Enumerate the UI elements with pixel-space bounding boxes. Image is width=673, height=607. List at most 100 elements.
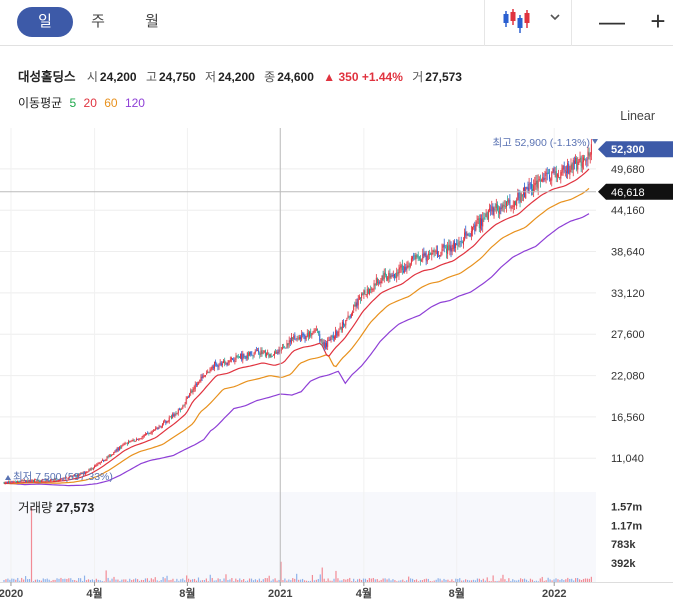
candle-body [356, 302, 358, 307]
ma-20[interactable]: 20 [83, 96, 97, 110]
volume-bar [453, 581, 455, 582]
candle-body [341, 321, 343, 331]
tab-daily[interactable]: 일 [17, 7, 73, 37]
high-label: 고 [145, 70, 157, 84]
max-price-annotation: 최고 52,900 (-1.13%) [492, 137, 590, 149]
candle-body [157, 428, 159, 430]
candle-body [576, 157, 578, 170]
volume-bar [527, 581, 530, 582]
candle-body [139, 438, 141, 440]
volume-bar [213, 580, 215, 582]
candle-body [352, 311, 354, 315]
candle-body [72, 475, 74, 477]
candle-body [25, 480, 27, 482]
candle-body [343, 322, 345, 325]
candle-body [240, 353, 242, 359]
volume-bar [388, 578, 390, 582]
candle-body [184, 403, 186, 406]
volume-bar [252, 580, 255, 582]
ma-60[interactable]: 60 [104, 96, 118, 110]
volume-tick-label: 1.57m [611, 501, 642, 513]
volume-bar [127, 581, 129, 582]
candle-body [520, 193, 522, 203]
candle-body [573, 160, 575, 165]
zoom-in-button[interactable]: + [650, 6, 666, 36]
volume-bar [85, 580, 88, 582]
volume-bar [370, 578, 372, 582]
candle-body [386, 275, 388, 280]
volume-bar [195, 580, 198, 582]
candle-body [376, 278, 378, 284]
price-axis: 49,680 44,160 38,640 33,120 27,600 22,080 16,5… [611, 164, 645, 465]
crosshair-price-label: 46,618 [611, 187, 645, 199]
candle-body [46, 479, 48, 481]
candle-body [438, 256, 440, 257]
candle-body [362, 293, 364, 295]
volume-bar [298, 579, 300, 582]
ma-5[interactable]: 5 [69, 96, 77, 110]
candle-body [175, 413, 177, 415]
volume-bar [250, 578, 253, 582]
tab-monthly[interactable]: 월 [145, 13, 159, 30]
candle-body [55, 478, 57, 481]
volume-bar [227, 580, 229, 582]
candle-body [303, 334, 305, 337]
overlay: 46,618 52,300 최고 52,900 (-1.13%) 최저 7,500 (… [0, 128, 673, 582]
candle-body [483, 217, 485, 219]
candle-body [279, 349, 281, 352]
chart-type-selector[interactable] [484, 0, 572, 46]
candle-body [453, 241, 455, 249]
candle-body [48, 480, 50, 482]
x-tick-label: 4월 [356, 586, 372, 600]
close-value: 24,600 [277, 70, 314, 84]
tab-weekly[interactable]: 주 [91, 13, 105, 30]
candle-body [251, 354, 253, 356]
scale-toggle[interactable]: Linear [620, 109, 655, 123]
candle-body [71, 475, 73, 477]
volume-bar [176, 578, 178, 582]
candle-body [278, 349, 280, 353]
volume-bar [225, 574, 227, 582]
volume-bar [89, 579, 92, 582]
candle-body [340, 326, 342, 330]
candle-body [555, 171, 557, 179]
volume-bar [510, 580, 512, 582]
candle-body [577, 161, 579, 170]
candle-body [405, 266, 407, 271]
candle-body [233, 359, 235, 362]
candle-body [77, 474, 79, 477]
volume-bar [319, 574, 321, 582]
candle-body [547, 172, 549, 174]
volume-bar [502, 574, 504, 582]
candle-body [74, 474, 76, 476]
candle-body [383, 272, 385, 279]
candle-body [216, 363, 218, 366]
x-tick-label: 2022 [542, 588, 566, 600]
volume-bar [525, 579, 528, 582]
zoom-out-button[interactable]: — [599, 6, 625, 36]
volume-bar [535, 580, 537, 582]
volume-bar [158, 581, 160, 582]
candle-body [548, 174, 550, 179]
candle-body [18, 481, 20, 482]
candle-body [267, 352, 269, 354]
volume-bar [95, 578, 97, 582]
candle-body [380, 281, 382, 283]
volume-bar [311, 574, 314, 582]
candle-body [401, 265, 403, 271]
candle-body [530, 183, 532, 189]
candle-body [359, 297, 361, 299]
candle-body [260, 350, 262, 355]
candle-body [381, 275, 383, 283]
volume-bar [186, 575, 188, 582]
candle-body [318, 331, 320, 334]
candle-body [66, 477, 68, 479]
volume-bar [582, 578, 585, 582]
candle-body [456, 243, 458, 245]
candle-body [560, 172, 562, 179]
candle-body [207, 371, 209, 373]
ma-120[interactable]: 120 [124, 96, 145, 110]
volume-bar [5, 579, 7, 582]
candle-body [262, 352, 264, 354]
volume-bar [115, 579, 117, 582]
